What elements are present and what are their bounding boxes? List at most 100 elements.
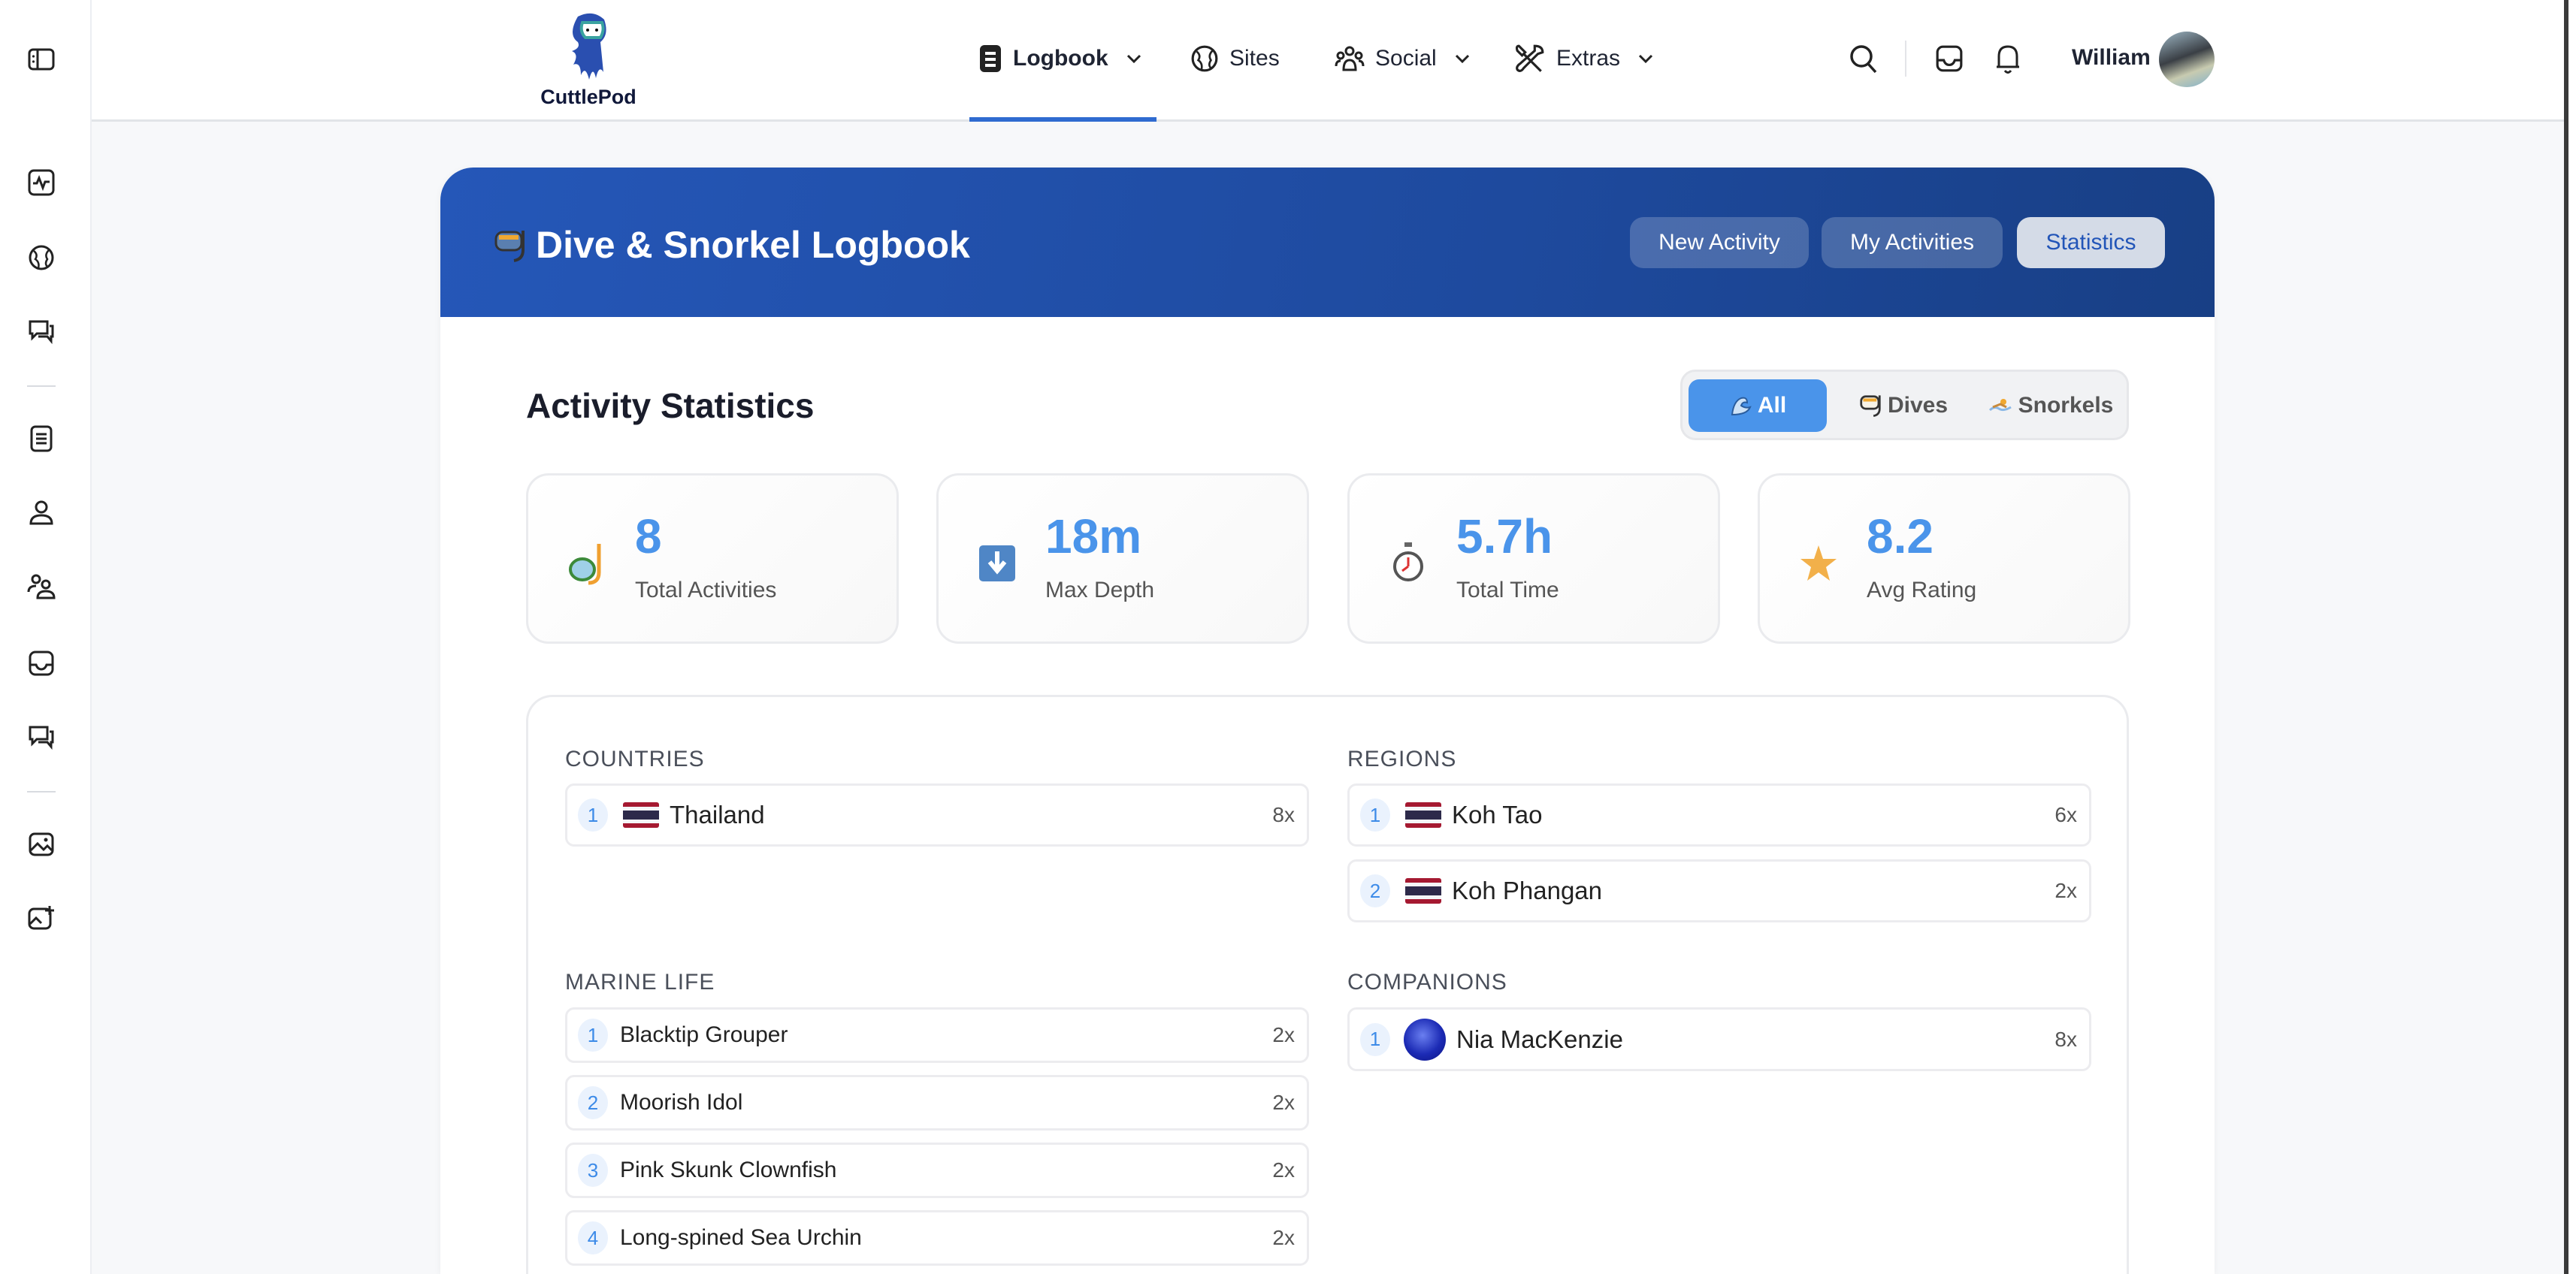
filter-dives[interactable]: Dives	[1843, 379, 1964, 432]
stat-value: 8	[635, 509, 662, 563]
diving-mask-icon	[1860, 395, 1881, 417]
user-icon[interactable]	[27, 498, 56, 527]
list-item[interactable]: 4 Long-spined Sea Urchin 2x	[565, 1210, 1309, 1266]
logbook-icon[interactable]	[27, 424, 56, 453]
page-title: Dive & Snorkel Logbook	[536, 224, 970, 266]
notifications-button[interactable]	[1994, 43, 2021, 80]
filter-snorkels-label: Snorkels	[2018, 393, 2114, 418]
stat-label: Avg Rating	[1867, 578, 1977, 602]
section-title: Activity Statistics	[526, 386, 815, 425]
item-count: 2x	[1272, 1091, 1295, 1114]
inbox-button[interactable]	[1935, 44, 1964, 77]
cuttlefish-logo-icon	[572, 13, 606, 80]
users-icon[interactable]	[27, 572, 56, 600]
sidebar-toggle-icon[interactable]	[27, 45, 56, 74]
chevron-down-icon	[1638, 54, 1653, 63]
inbox-icon[interactable]	[27, 649, 56, 678]
item-name: Koh Tao	[1452, 801, 1543, 829]
rank-badge: 2	[1360, 874, 1390, 907]
item-name: Moorish Idol	[620, 1090, 743, 1115]
bell-icon	[1997, 45, 2019, 74]
wave-icon	[1731, 397, 1752, 416]
filter-snorkels[interactable]: Snorkels	[1976, 379, 2126, 432]
list-item[interactable]: 1 Koh Tao 6x	[1347, 783, 2091, 847]
list-item[interactable]: 1 Nia MacKenzie 8x	[1347, 1007, 2091, 1071]
item-count: 2x	[1272, 1023, 1295, 1046]
user-name[interactable]: William	[2072, 45, 2151, 70]
gallery-icon[interactable]	[27, 830, 56, 859]
list-item[interactable]: 1 Thailand 8x	[565, 783, 1309, 847]
item-count: 2x	[1272, 1158, 1295, 1182]
tools-icon	[1515, 44, 1544, 72]
logbook-card: Dive & Snorkel Logbook New Activity My A…	[440, 168, 2215, 1274]
activity-icon[interactable]	[27, 168, 56, 197]
logbook-icon	[980, 45, 1001, 72]
stopwatch-icon	[1393, 542, 1423, 581]
item-name: Koh Phangan	[1452, 877, 1603, 904]
left-sidebar	[0, 0, 92, 1274]
rank-badge: 1	[1360, 799, 1390, 832]
rank-badge: 2	[578, 1086, 608, 1119]
companion-avatar	[1404, 1018, 1446, 1061]
stat-card-avg-rating: 8.2 Avg Rating	[1758, 473, 2130, 644]
users-icon	[1335, 46, 1365, 71]
snorkel-mask-icon	[569, 544, 601, 585]
brand-logo[interactable]: CuttlePod	[535, 11, 642, 108]
swimmer-icon	[1988, 399, 2012, 412]
stat-card-max-depth: 18m Max Depth	[936, 473, 1309, 644]
regions-heading: REGIONS	[1347, 747, 1457, 771]
messages-icon[interactable]	[27, 723, 56, 752]
nav-sites-label: Sites	[1229, 46, 1280, 71]
thailand-flag-icon	[1405, 878, 1441, 904]
nav-sites[interactable]: Sites	[1190, 38, 1280, 80]
list-item[interactable]: 2 Moorish Idol 2x	[565, 1075, 1309, 1131]
list-item[interactable]: 3 Pink Skunk Clownfish 2x	[565, 1143, 1309, 1198]
sidebar-divider	[27, 385, 56, 387]
down-arrow-icon	[979, 545, 1015, 581]
search-icon	[1850, 45, 1877, 74]
item-count: 8x	[1272, 803, 1295, 826]
item-name: Pink Skunk Clownfish	[620, 1158, 837, 1182]
globe-icon[interactable]	[27, 243, 56, 272]
nav-extras[interactable]: Extras	[1514, 38, 1653, 80]
list-item[interactable]: 1 Blacktip Grouper 2x	[565, 1007, 1309, 1063]
statistics-button[interactable]: Statistics	[2017, 217, 2165, 268]
rank-badge: 1	[578, 1019, 608, 1052]
scrollbar[interactable]	[2564, 0, 2576, 1274]
diving-mask-icon	[494, 231, 525, 262]
chat-icon[interactable]	[27, 318, 56, 346]
item-count: 8x	[2054, 1027, 2077, 1051]
nav-divider	[1905, 41, 1906, 77]
nav-active-underline	[969, 117, 1156, 122]
activity-type-filter: All Dives Snorkels	[1680, 370, 2129, 440]
nav-social[interactable]: Social	[1335, 38, 1470, 80]
filter-all[interactable]: All	[1689, 379, 1827, 432]
chevron-down-icon	[1126, 54, 1141, 63]
star-icon	[1800, 545, 1837, 581]
add-photo-icon[interactable]	[27, 904, 56, 932]
stat-value: 18m	[1045, 509, 1142, 563]
user-avatar[interactable]	[2159, 32, 2215, 87]
item-name: Thailand	[670, 801, 765, 829]
nav-logbook[interactable]: Logbook	[978, 38, 1141, 80]
item-count: 2x	[1272, 1226, 1295, 1249]
nav-logbook-label: Logbook	[1013, 46, 1108, 71]
my-activities-button[interactable]: My Activities	[1822, 217, 2003, 268]
countries-heading: COUNTRIES	[565, 747, 705, 771]
filter-all-label: All	[1757, 393, 1787, 418]
item-name: Blacktip Grouper	[620, 1022, 788, 1047]
chevron-down-icon	[1455, 54, 1469, 63]
rank-badge: 1	[578, 799, 608, 832]
stat-label: Max Depth	[1045, 578, 1155, 602]
stats-lists-panel: COUNTRIES 1 Thailand 8x REGIONS 1 Koh Tao 6x 2 Ko…	[526, 695, 2129, 1274]
new-activity-button[interactable]: New Activity	[1630, 217, 1809, 268]
stat-card-total-activities: 8 Total Activities	[526, 473, 899, 644]
list-item[interactable]: 2 Koh Phangan 2x	[1347, 859, 2091, 922]
item-name: Nia MacKenzie	[1456, 1025, 1623, 1053]
stat-card-total-time: 5.7h Total Time	[1347, 473, 1720, 644]
stat-value: 8.2	[1867, 509, 1934, 563]
inbox-icon	[1936, 45, 1963, 72]
globe-icon	[1191, 45, 1218, 72]
top-navigation: CuttlePod Logbook Sites Social Extras Wi…	[92, 0, 2564, 122]
search-button[interactable]	[1849, 44, 1879, 79]
